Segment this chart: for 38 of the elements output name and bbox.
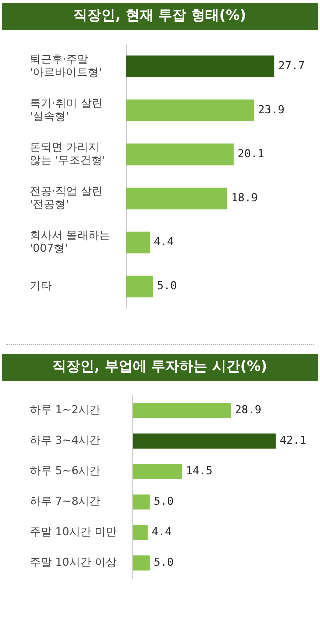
chart-title: 직장인, 현재 투잡 형태(%) bbox=[2, 3, 318, 30]
y-tick-label: 특기·취미 살린 '실속형' bbox=[30, 96, 103, 124]
y-tick-label: 하루 1~2시간 bbox=[30, 404, 101, 417]
data-label: 4.4 bbox=[152, 526, 172, 539]
y-tick-label: 주말 10시간 미만 bbox=[30, 526, 117, 539]
y-tick-label: 하루 3~4시간 bbox=[30, 434, 101, 448]
data-label: 20.1 bbox=[238, 148, 264, 161]
bar bbox=[132, 494, 150, 510]
y-tick-label: 돈되면 가리지 않는 '무조건형' bbox=[30, 140, 106, 168]
bar bbox=[126, 144, 234, 166]
bar bbox=[126, 56, 275, 78]
bar bbox=[126, 188, 228, 210]
data-label: 5.0 bbox=[154, 556, 174, 570]
data-label: 42.1 bbox=[280, 434, 306, 448]
data-label: 14.5 bbox=[186, 464, 213, 478]
y-tick-label: 하루 7~8시간 bbox=[30, 495, 101, 508]
y-tick-label: 하루 5~6시간 bbox=[30, 464, 101, 478]
chart-title: 직장인, 부업에 투자하는 시간(%) bbox=[2, 354, 318, 381]
y-tick-label: 퇴근후·주말 '아르바이트형' bbox=[30, 52, 102, 80]
y-tick-label: 주말 10시간 이상 bbox=[30, 556, 117, 570]
data-label: 18.9 bbox=[232, 192, 258, 205]
bar bbox=[126, 100, 254, 122]
bar bbox=[132, 403, 232, 418]
data-label: 27.7 bbox=[278, 59, 306, 72]
bar bbox=[132, 556, 150, 571]
data-label: 5.0 bbox=[154, 495, 174, 508]
y-tick-label: 전공·직업 살린 '전공형' bbox=[30, 184, 103, 212]
bar bbox=[132, 434, 276, 449]
bar bbox=[126, 232, 150, 254]
y-tick-label: 기타 bbox=[30, 280, 52, 293]
data-label: 28.9 bbox=[235, 404, 262, 417]
data-label: 5.0 bbox=[157, 280, 178, 293]
data-label: 4.4 bbox=[154, 236, 174, 249]
bar bbox=[132, 464, 182, 480]
data-label: 23.9 bbox=[258, 104, 285, 117]
bar bbox=[126, 276, 154, 298]
y-tick-label: 회사서 몰래하는 '007형' bbox=[30, 229, 110, 256]
bar bbox=[132, 525, 148, 540]
